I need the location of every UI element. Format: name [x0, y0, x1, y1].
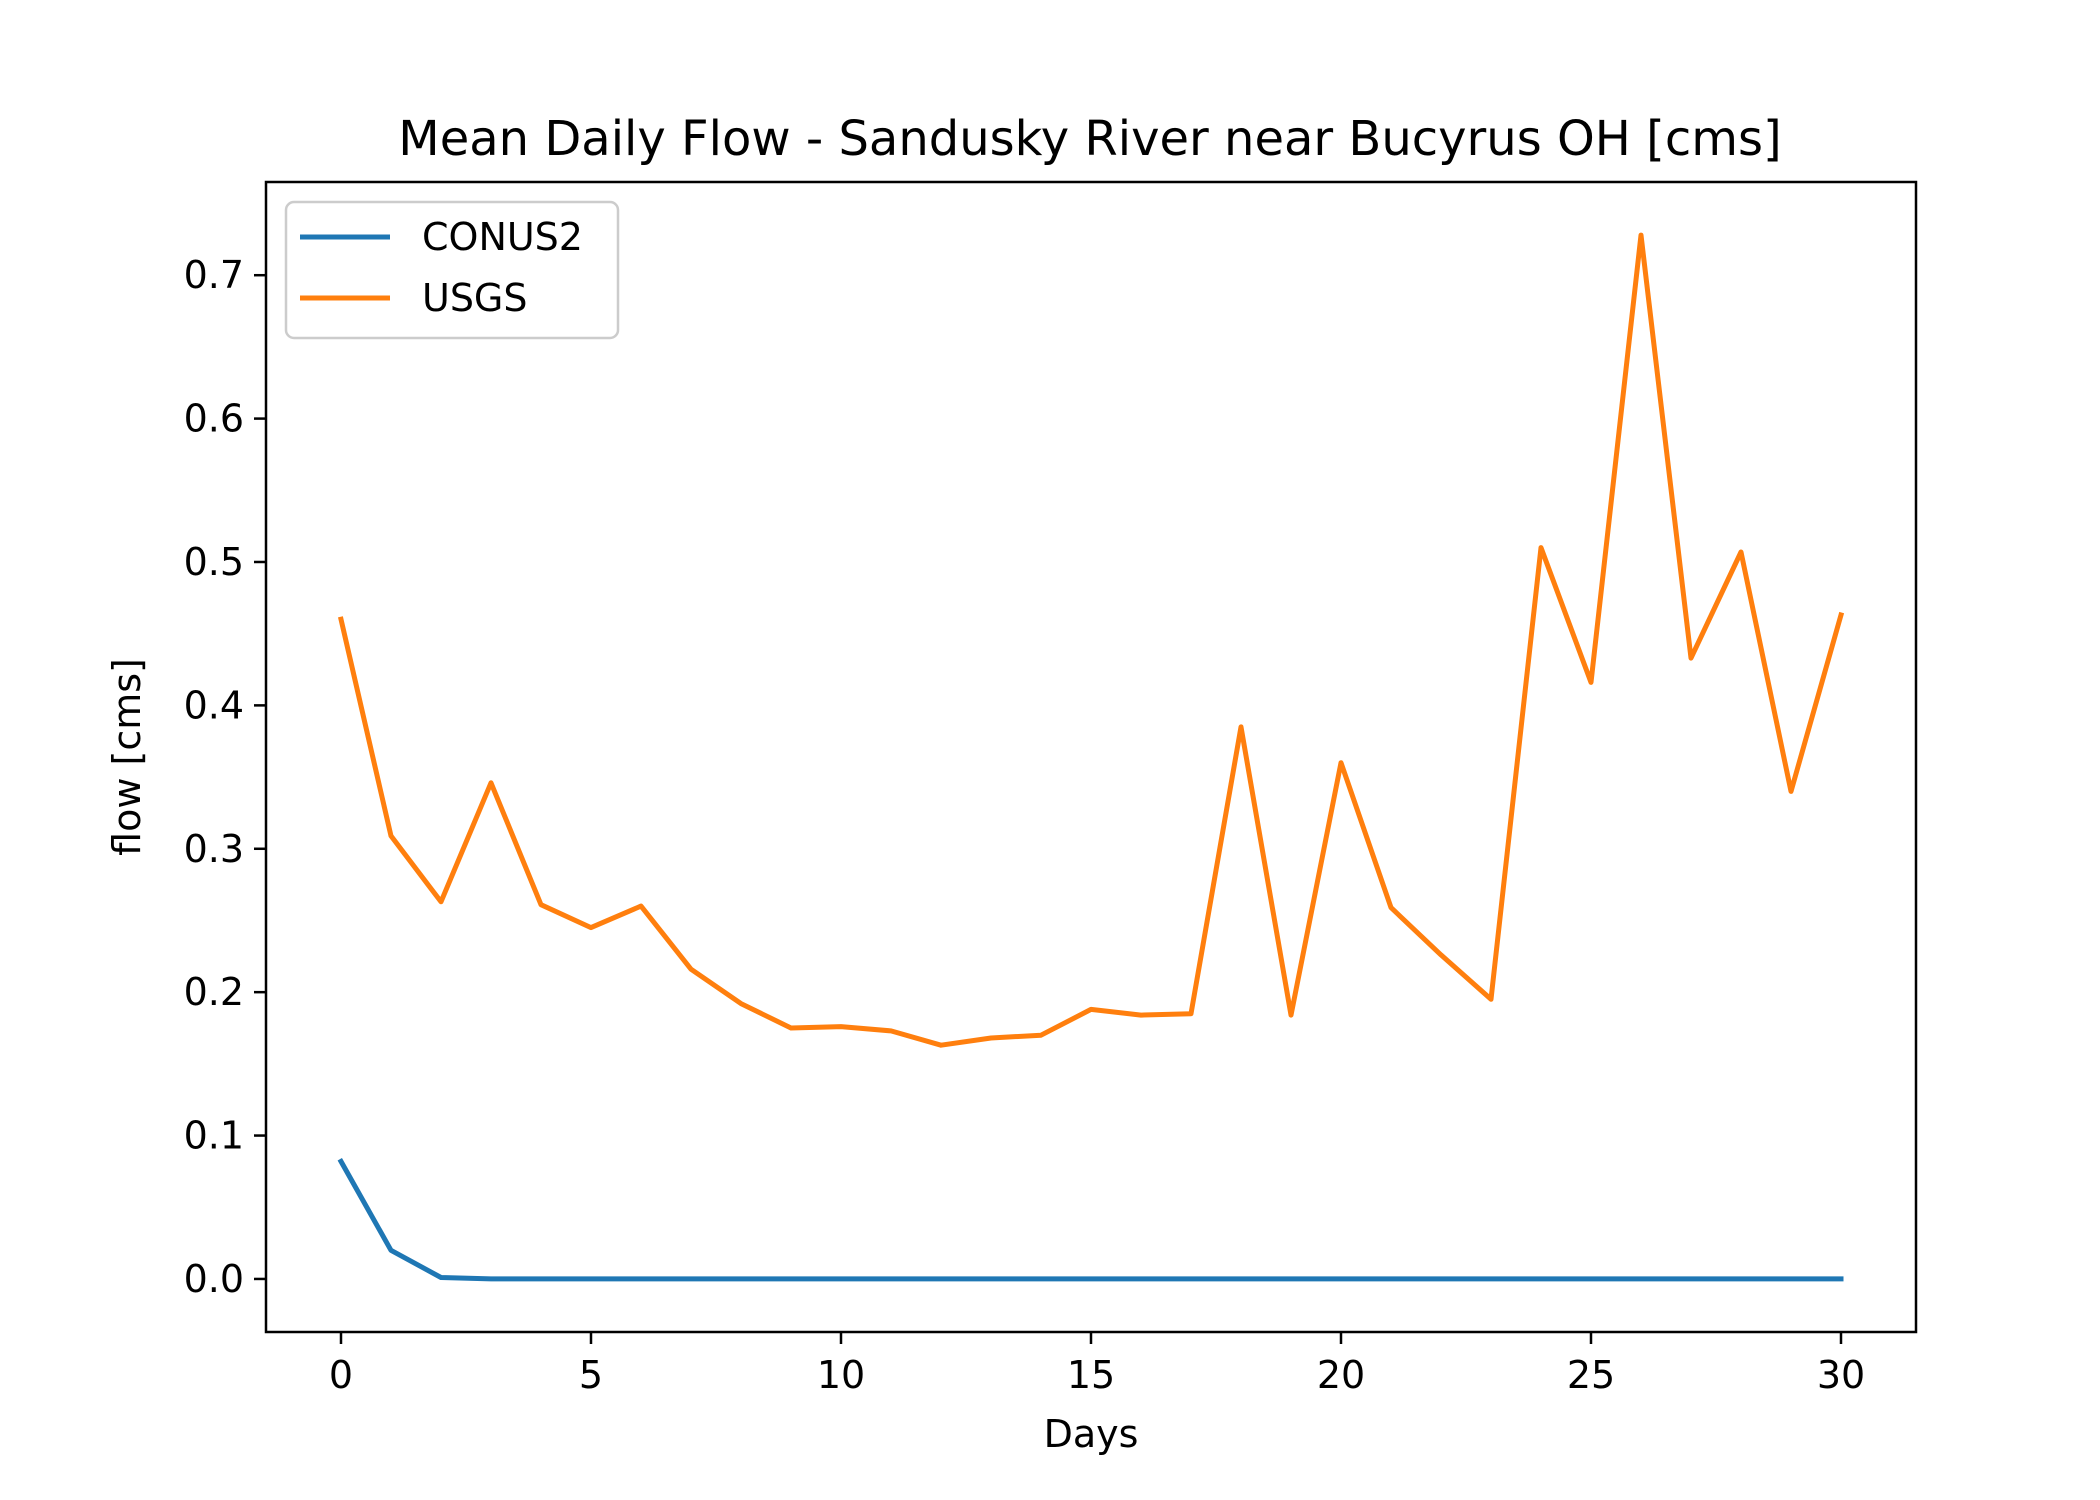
x-tick-label: 25 [1567, 1353, 1615, 1397]
legend: CONUS2 USGS [284, 200, 620, 340]
x-tick-label: 5 [579, 1353, 603, 1397]
x-axis: 0 5 10 15 20 25 30 [329, 1332, 1865, 1397]
y-axis-label: flow [cms] [105, 658, 149, 856]
legend-label-conus2: CONUS2 [422, 215, 583, 259]
y-tick-label: 0.0 [184, 1257, 244, 1301]
series-line-usgs [338, 232, 1845, 1048]
x-tick-label: 20 [1317, 1353, 1365, 1397]
x-tick-label: 30 [1817, 1353, 1865, 1397]
legend-label-usgs: USGS [422, 276, 528, 320]
x-tick-label: 0 [329, 1353, 353, 1397]
chart-title: Mean Daily Flow - Sandusky River near Bu… [398, 111, 1781, 167]
y-tick-label: 0.6 [184, 397, 244, 441]
y-tick-label: 0.7 [184, 253, 244, 297]
y-tick-label: 0.5 [184, 540, 244, 584]
x-tick-label: 10 [817, 1353, 865, 1397]
y-axis: 0.0 0.1 0.2 0.3 0.4 0.5 0.6 0.7 [184, 253, 266, 1301]
plot-frame [264, 180, 1918, 1334]
series-layer [337, 232, 1845, 1282]
x-axis-label: Days [1044, 1412, 1139, 1456]
y-tick-label: 0.3 [184, 827, 244, 871]
x-tick-label: 15 [1067, 1353, 1115, 1397]
series-line-conus2 [337, 1157, 1844, 1282]
y-tick-label: 0.4 [184, 683, 244, 727]
y-tick-label: 0.2 [184, 970, 244, 1014]
y-tick-label: 0.1 [184, 1114, 244, 1158]
